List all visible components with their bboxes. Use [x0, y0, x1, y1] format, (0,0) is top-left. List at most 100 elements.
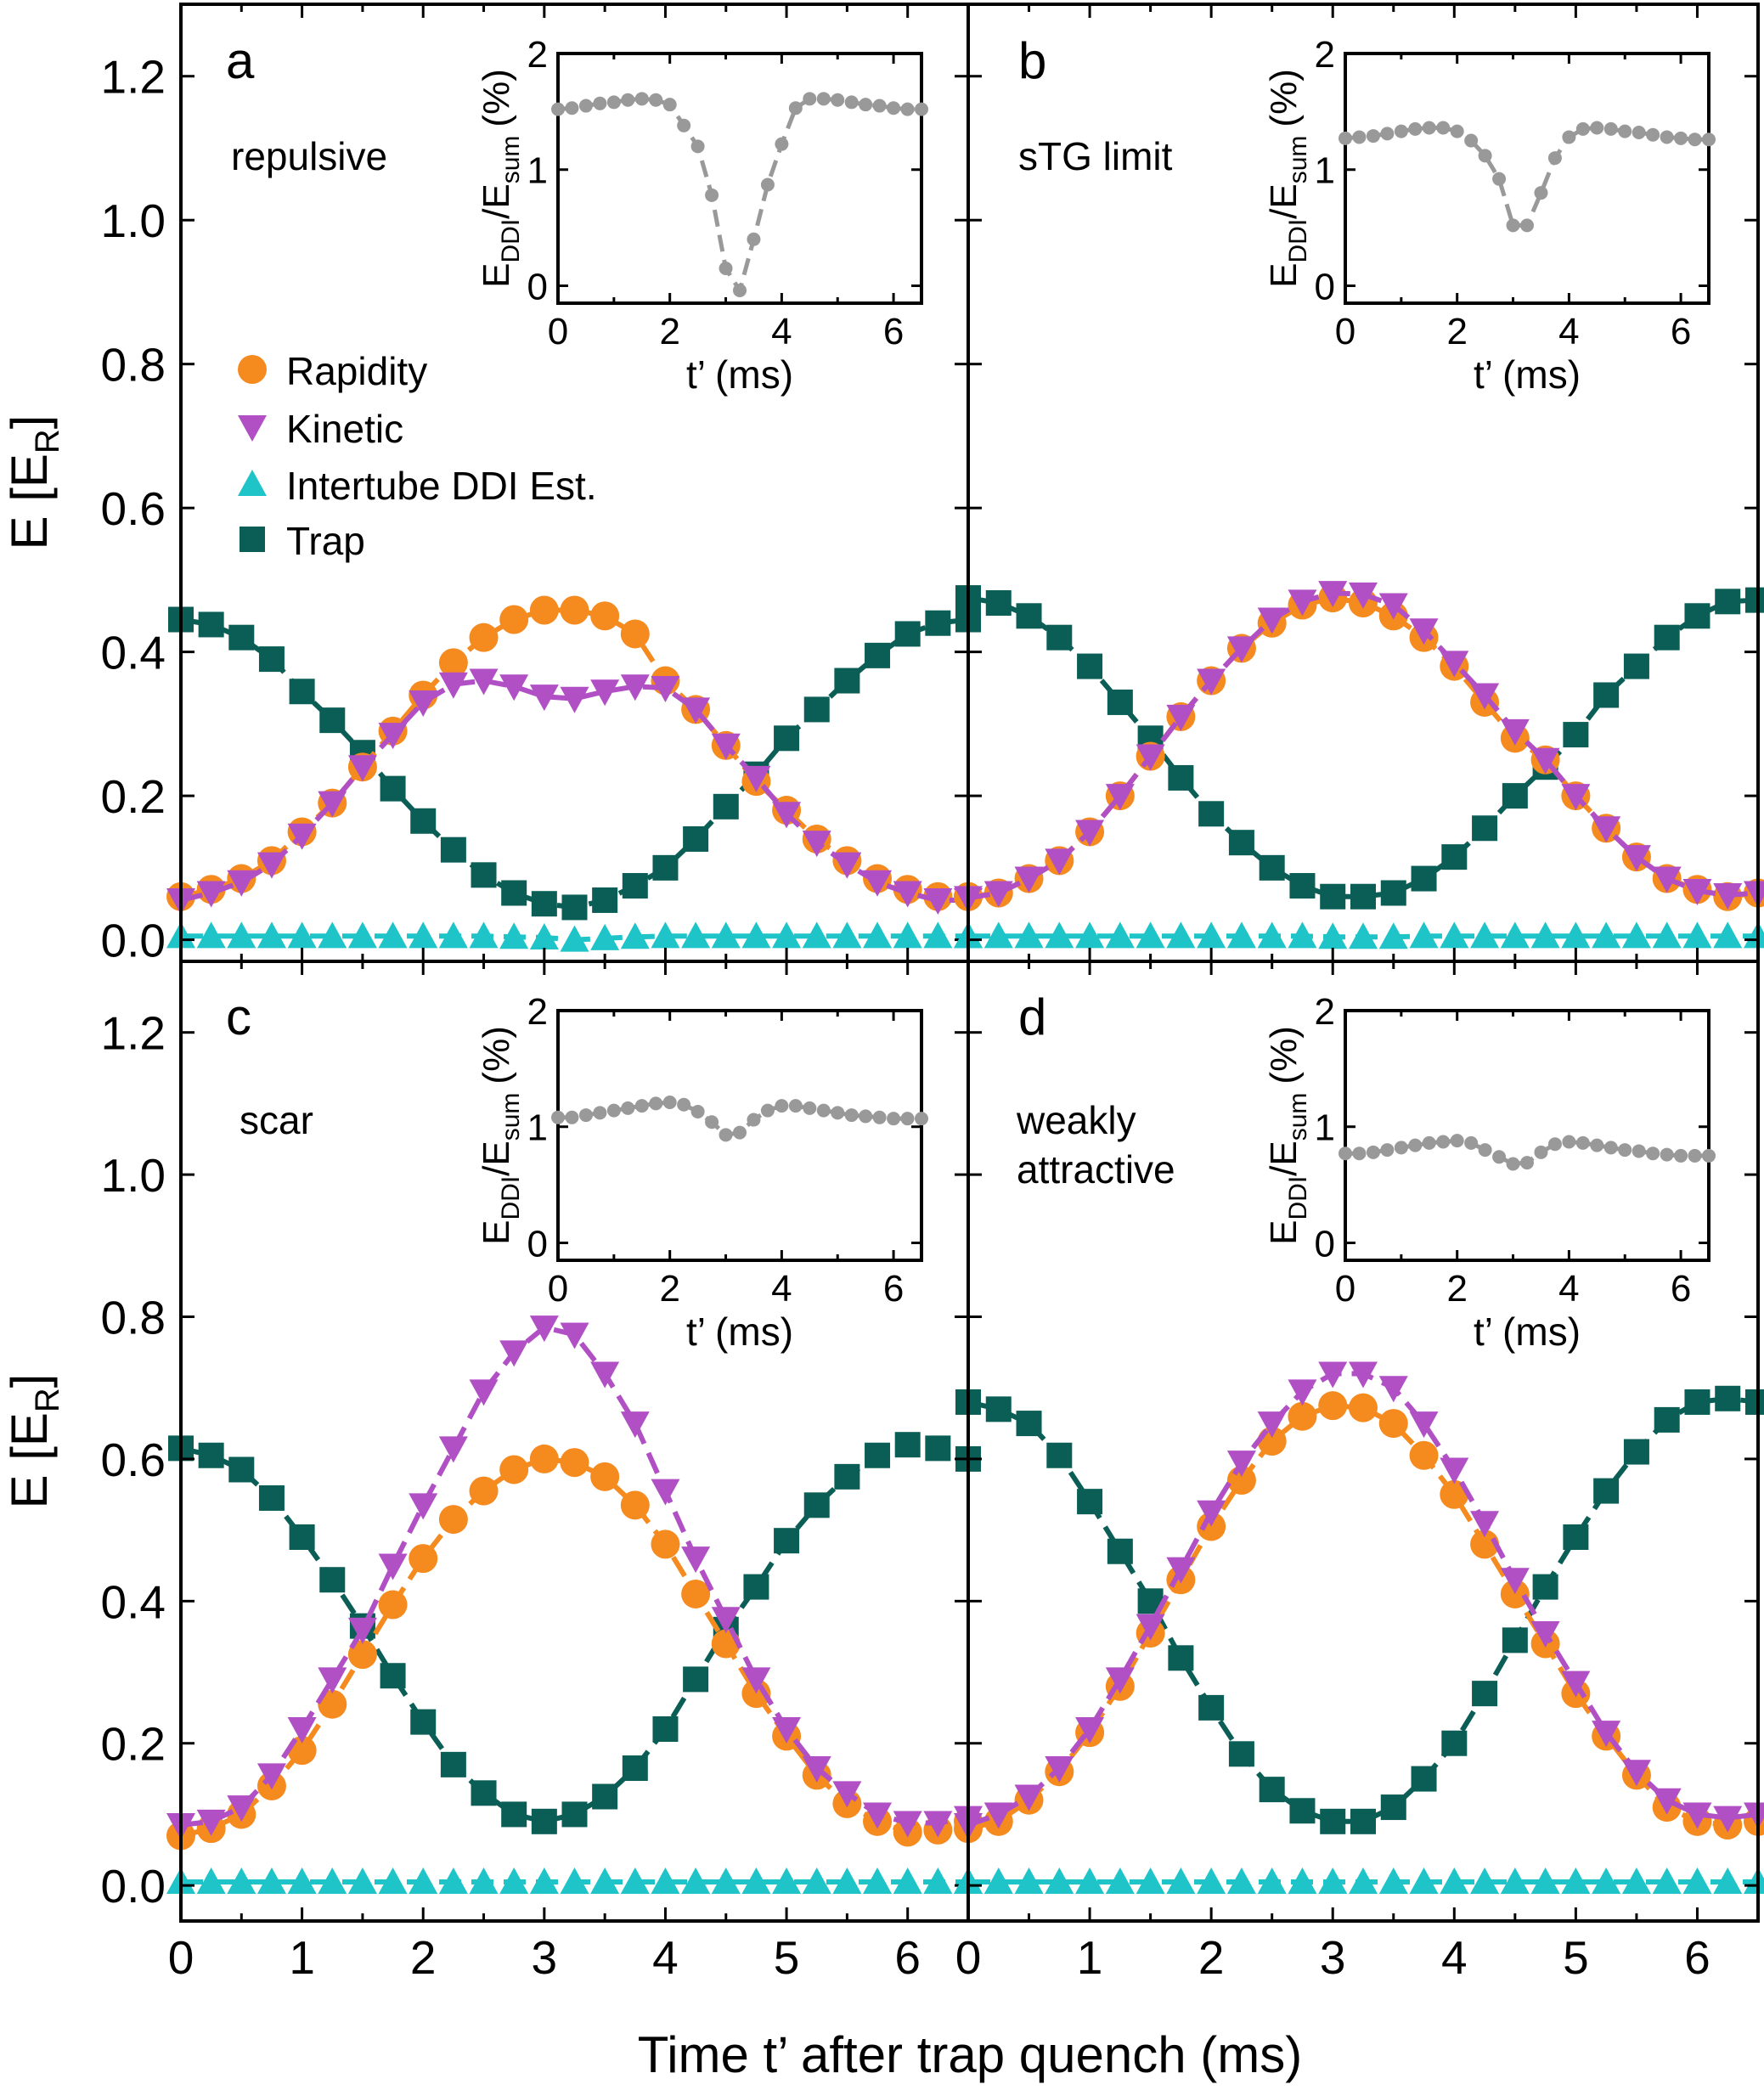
legend-marker-trap	[240, 527, 265, 552]
data-point-ddi	[772, 1867, 802, 1894]
inset-data-point	[705, 1115, 719, 1130]
data-point-kinetic	[983, 1802, 1013, 1829]
inset-data-point	[677, 1097, 691, 1112]
data-point-kinetic	[1105, 784, 1135, 811]
y-tick-label: 1.2	[101, 51, 166, 104]
data-point-ddi	[590, 923, 620, 950]
inset-data-point	[705, 188, 719, 202]
y-axis-label-main: E [	[1, 1446, 58, 1509]
data-point-trap	[865, 1442, 891, 1468]
inset-data-point	[1506, 1157, 1520, 1171]
panel-title: weakly	[1016, 1098, 1136, 1142]
data-point-kinetic	[318, 1667, 347, 1694]
data-point-kinetic	[1257, 1411, 1287, 1439]
inset-data-point	[1380, 1143, 1395, 1158]
data-point-trap	[198, 1442, 224, 1468]
data-point-kinetic	[1682, 878, 1712, 905]
data-point-trap	[1654, 624, 1680, 651]
data-point-kinetic	[438, 1436, 468, 1463]
data-point-trap	[1441, 1730, 1468, 1756]
data-point-ddi	[1166, 1867, 1196, 1894]
data-point-ddi	[1136, 1867, 1165, 1894]
y-axis-label-unit-sub: R	[29, 429, 66, 453]
data-point-trap	[1715, 589, 1741, 615]
data-point-trap	[1593, 1478, 1620, 1504]
data-point-trap	[1502, 783, 1528, 809]
inset-data-point	[593, 96, 607, 110]
data-point-ddi	[1288, 1867, 1317, 1894]
data-point-kinetic	[1045, 1756, 1074, 1783]
data-point-kinetic	[772, 802, 802, 829]
data-point-trap	[1289, 1798, 1316, 1824]
inset-y-label: EDDI/Esum (%)	[476, 1026, 525, 1245]
data-point-kinetic	[620, 674, 650, 701]
data-point-trap	[1411, 865, 1437, 892]
inset-y-tick-label: 0	[1315, 1223, 1335, 1265]
data-point-kinetic	[863, 870, 893, 897]
legend-label-rapidity: Rapidity	[286, 349, 427, 393]
data-point-trap	[834, 668, 860, 694]
data-point-trap	[1259, 854, 1285, 881]
data-point-trap	[774, 1528, 800, 1554]
data-point-trap	[1168, 764, 1194, 791]
data-point-kinetic	[409, 1493, 438, 1520]
data-point-ddi	[802, 1867, 831, 1894]
data-point-trap	[865, 642, 891, 668]
data-point-trap	[1563, 1524, 1589, 1550]
inset-y-label-num: E	[1263, 263, 1305, 288]
data-point-trap	[289, 1524, 315, 1550]
data-point-trap	[1593, 682, 1620, 708]
inset-data-point	[1394, 124, 1408, 138]
x-tick-label: 6	[894, 1931, 921, 1984]
legend-label-ddi: Intertube DDI Est.	[286, 464, 597, 508]
data-point-ddi	[196, 1867, 226, 1894]
inset-y-label-pct: (%)	[1263, 69, 1305, 127]
legend-marker-rapidity	[238, 355, 267, 384]
data-point-trap	[1350, 1808, 1376, 1834]
data-point-rapidity	[1470, 1529, 1500, 1559]
data-point-kinetic	[1349, 1361, 1378, 1389]
inset-y-label: EDDI/Esum (%)	[476, 69, 525, 288]
inset-y-label-pct: (%)	[476, 69, 517, 127]
data-point-ddi	[378, 1867, 408, 1894]
data-point-ddi	[1075, 1867, 1105, 1894]
panel-frame	[967, 960, 1760, 1923]
series-markers-rapidity	[166, 595, 983, 911]
y-axis-label-unit-sub: R	[29, 1388, 66, 1412]
x-tick-label: 1	[289, 1931, 315, 1984]
data-point-kinetic	[347, 755, 377, 782]
data-point-ddi	[1500, 921, 1530, 949]
data-point-ddi	[227, 1867, 256, 1894]
inset-data-point	[1603, 1141, 1618, 1155]
data-point-ddi	[1682, 1867, 1712, 1894]
data-point-kinetic	[1014, 1784, 1044, 1811]
series-line-trap	[967, 1395, 1759, 1824]
inset-y-tick-label: 1	[1315, 1107, 1335, 1149]
y-axis-label-unit: E	[1, 453, 58, 487]
data-point-kinetic	[378, 1553, 408, 1580]
inset-data-point	[565, 101, 579, 115]
data-point-trap	[1715, 1385, 1741, 1411]
data-point-kinetic	[1621, 1760, 1651, 1787]
inset-data-point	[831, 1106, 845, 1120]
data-point-kinetic	[560, 1322, 589, 1349]
data-point-kinetic	[1440, 651, 1469, 678]
inset-data-point	[1422, 121, 1436, 135]
data-point-ddi	[1197, 921, 1226, 949]
data-point-ddi	[560, 925, 589, 952]
inset-data-point	[733, 1125, 747, 1140]
data-point-ddi	[438, 1867, 468, 1894]
panel-c: 0.0 0.2 0.4 0.6 0.8 1.0 1.2 0 1 2 3 4 5 6 c scar 0 1 2 0 2 4 6…	[101, 960, 983, 1984]
data-point-ddi	[923, 1867, 953, 1894]
inset-y-label-num-sub: DDI	[497, 1176, 525, 1220]
inset-x-tick-label: 4	[1558, 1268, 1579, 1310]
x-tick-label: 0	[955, 1931, 982, 1984]
data-point-kinetic	[1197, 668, 1226, 696]
legend-marker-kinetic	[238, 415, 267, 442]
inset-y-tick-label: 0	[527, 1223, 548, 1265]
data-point-kinetic	[1045, 848, 1074, 876]
inset-data-point	[887, 1112, 901, 1126]
inset-data-point	[1674, 1148, 1688, 1163]
data-point-ddi	[1105, 921, 1135, 949]
data-point-trap	[319, 1567, 346, 1593]
